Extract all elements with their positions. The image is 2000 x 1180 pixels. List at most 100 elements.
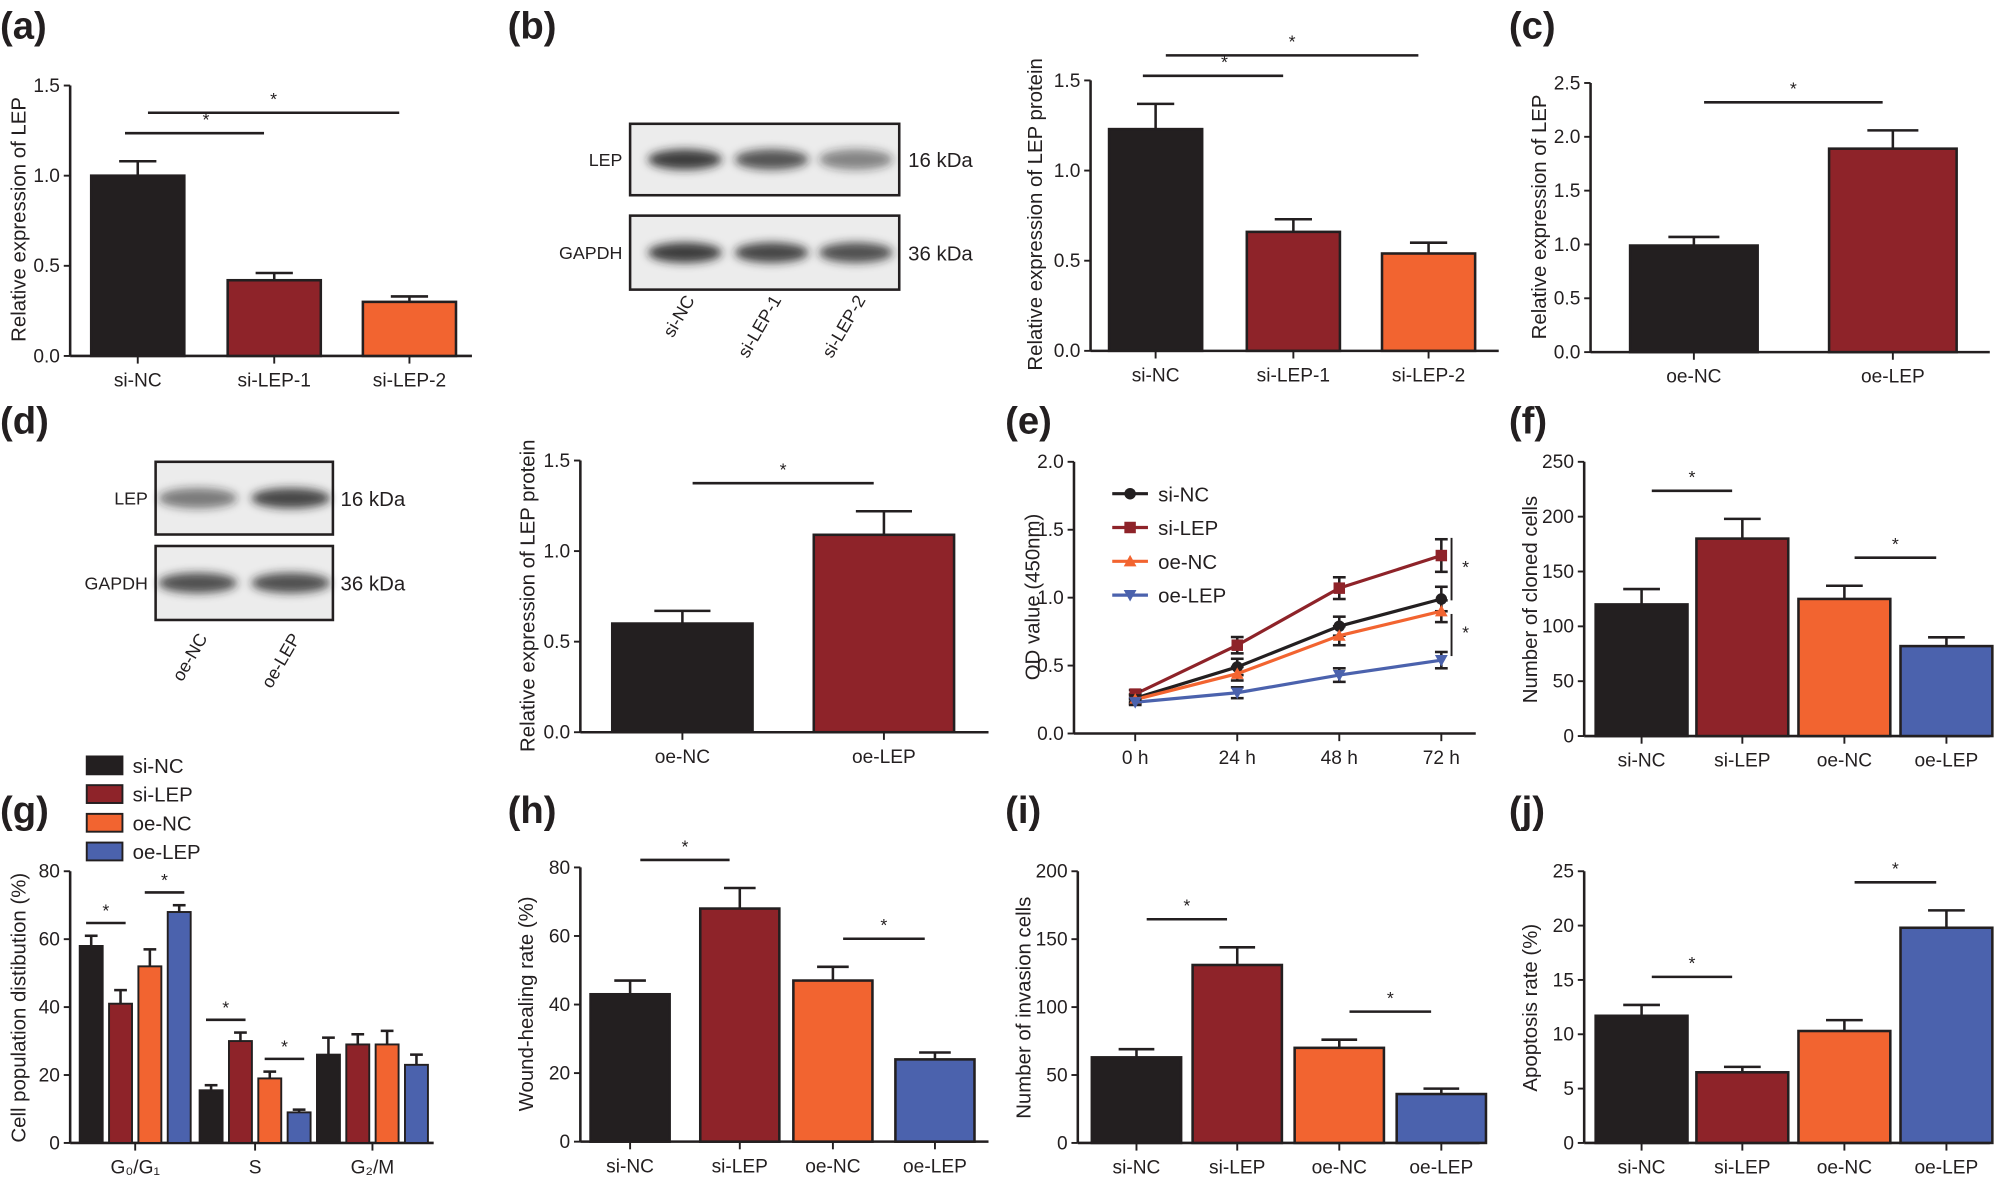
x-tick-label: 48 h bbox=[1321, 748, 1358, 769]
y-tick-label: 60 bbox=[549, 926, 570, 947]
blot-size-label: 16 kDa bbox=[908, 150, 973, 172]
protein-band bbox=[158, 487, 238, 509]
marker-triangle-up bbox=[1230, 667, 1244, 679]
legend-label: oe-NC bbox=[133, 813, 192, 835]
blot-size-label: 36 kDa bbox=[908, 243, 973, 265]
x-tick-label: si-LEP-2 bbox=[1392, 365, 1465, 386]
significance-label: * bbox=[102, 901, 109, 921]
y-tick-label: 1.5 bbox=[33, 76, 60, 97]
y-tick-label: 40 bbox=[39, 997, 60, 1018]
chart-panel: 0 5 10 15 20 25 si-NC si-LEP oe-NC oe-LEP Apoptosi… bbox=[1520, 859, 1994, 1179]
bar bbox=[1191, 963, 1284, 1145]
y-axis-label: Relative expression of LEP protein bbox=[517, 440, 539, 752]
bar bbox=[1594, 1014, 1689, 1145]
bar bbox=[137, 965, 163, 1144]
western-blot: LEP 16 kDa GAPDH 36 kDa si-NC si-LEP-1 si-LEP-… bbox=[559, 122, 973, 361]
y-tick-label: 50 bbox=[1553, 672, 1574, 693]
significance-label: * bbox=[1892, 534, 1899, 554]
marker-triangle-down bbox=[1434, 655, 1448, 667]
y-tick-label: 0.5 bbox=[1554, 289, 1581, 310]
bar bbox=[227, 1040, 253, 1144]
marker-circle bbox=[1124, 487, 1136, 500]
x-tick-label: si-LEP bbox=[1714, 1158, 1770, 1179]
y-tick-label: 0.0 bbox=[33, 346, 60, 367]
x-tick-label: oe-LEP bbox=[1409, 1158, 1473, 1179]
bar bbox=[1695, 1071, 1790, 1145]
marker-triangle-up bbox=[1332, 629, 1346, 641]
y-tick-label: 40 bbox=[549, 995, 570, 1016]
x-tick-label: si-NC bbox=[1132, 365, 1180, 386]
bar bbox=[1380, 252, 1477, 353]
bar bbox=[1899, 644, 1994, 738]
y-tick-label: 0.0 bbox=[1554, 342, 1581, 363]
y-tick-label: 200 bbox=[1542, 507, 1574, 528]
x-tick-label: oe-NC bbox=[1817, 1158, 1872, 1179]
legend-swatch bbox=[85, 812, 124, 833]
y-tick-label: 20 bbox=[1553, 916, 1574, 937]
legend-label: oe-LEP bbox=[1158, 586, 1226, 608]
marker-triangle-down bbox=[1128, 697, 1142, 709]
legend-swatch bbox=[85, 841, 124, 862]
protein-band bbox=[158, 572, 238, 594]
y-tick-label: 1.5 bbox=[1054, 71, 1081, 92]
bar bbox=[610, 622, 754, 734]
y-tick-label: 20 bbox=[39, 1065, 60, 1086]
marker-triangle-up bbox=[1123, 554, 1137, 567]
significance-label: * bbox=[681, 836, 688, 856]
bar bbox=[316, 1053, 341, 1144]
x-tick-label: si-LEP bbox=[712, 1156, 768, 1177]
bar bbox=[108, 1002, 133, 1144]
x-tick-label: oe-LEP bbox=[1861, 367, 1925, 388]
y-tick-label: 0 bbox=[1057, 1133, 1068, 1154]
x-tick-label: G₂/M bbox=[351, 1158, 395, 1179]
significance-label: * bbox=[1462, 622, 1469, 642]
marker-square bbox=[1231, 639, 1243, 651]
y-tick-label: 1.0 bbox=[1554, 235, 1581, 256]
bar bbox=[78, 945, 104, 1144]
western-blot: LEP 16 kDa GAPDH 36 kDa oe-NC oe-LEP bbox=[84, 460, 406, 692]
x-tick-label: oe-NC bbox=[805, 1156, 860, 1177]
y-axis-label: Number of cloned cells bbox=[1520, 496, 1542, 703]
x-tick-label: si-NC bbox=[1618, 1158, 1666, 1179]
bar bbox=[1797, 597, 1892, 738]
significance-label: * bbox=[270, 89, 277, 109]
y-tick-label: 0.5 bbox=[33, 256, 60, 277]
y-tick-label: 200 bbox=[1036, 862, 1068, 883]
marker-square bbox=[1333, 582, 1346, 594]
blot-lane-label: si-LEP-1 bbox=[734, 292, 786, 361]
x-tick-label: si-LEP bbox=[1209, 1158, 1265, 1179]
significance-label: * bbox=[880, 915, 887, 935]
significance-label: * bbox=[1892, 859, 1899, 879]
marker-triangle-up bbox=[1434, 604, 1448, 617]
y-axis-label: Apoptosis rate (%) bbox=[1520, 924, 1542, 1092]
bar bbox=[1293, 1046, 1386, 1145]
protein-band bbox=[647, 149, 722, 170]
x-tick-label: si-NC bbox=[1618, 751, 1666, 772]
bar bbox=[1245, 230, 1342, 353]
bar bbox=[1090, 1056, 1183, 1145]
x-tick-label: 24 h bbox=[1219, 748, 1256, 769]
y-tick-label: 250 bbox=[1542, 452, 1574, 473]
y-axis-label: Number of invasion cells bbox=[1014, 897, 1036, 1119]
x-tick-label: oe-LEP bbox=[1915, 1158, 1979, 1179]
y-tick-label: 150 bbox=[1036, 930, 1068, 951]
y-tick-label: 100 bbox=[1542, 617, 1574, 638]
bar bbox=[374, 1043, 400, 1144]
marker-square bbox=[1124, 521, 1136, 534]
x-tick-label: oe-NC bbox=[1666, 367, 1721, 388]
y-tick-label: 1.0 bbox=[1054, 161, 1081, 182]
y-tick-label: 5 bbox=[1563, 1079, 1574, 1100]
bar bbox=[257, 1077, 283, 1144]
y-tick-label: 150 bbox=[1542, 562, 1574, 583]
blot-lane-label: oe-LEP bbox=[257, 630, 304, 692]
significance-label: * bbox=[281, 1036, 288, 1056]
bar bbox=[1395, 1092, 1488, 1145]
legend-label: si-NC bbox=[133, 756, 184, 778]
bar bbox=[812, 533, 956, 734]
bar bbox=[1695, 537, 1790, 738]
y-tick-label: 100 bbox=[1036, 997, 1068, 1018]
panel-letter: (h) bbox=[508, 789, 557, 832]
bar bbox=[1797, 1029, 1892, 1145]
y-axis-label: Relative expression of LEP bbox=[9, 97, 31, 342]
bar bbox=[226, 278, 323, 358]
